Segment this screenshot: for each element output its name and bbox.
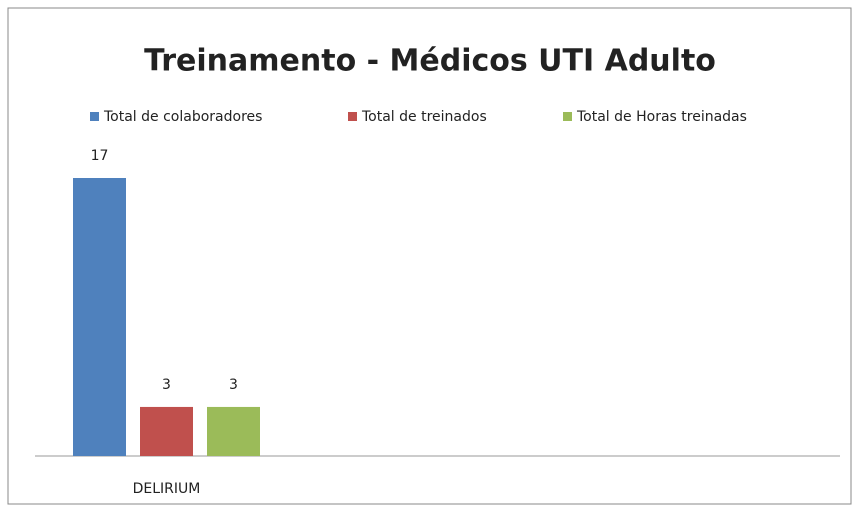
data-label: 3 (229, 377, 238, 393)
x-tick-label: DELIRIUM (133, 481, 201, 497)
legend-label: Total de Horas treinadas (576, 109, 747, 125)
chart-title: Treinamento - Médicos UTI Adulto (144, 44, 716, 79)
bar (207, 406, 260, 456)
legend-label: Total de colaboradores (103, 109, 262, 125)
data-label: 3 (162, 377, 171, 393)
legend-swatch (563, 112, 572, 121)
data-label: 17 (91, 148, 109, 164)
legend-swatch (90, 112, 99, 121)
legend-label: Total de treinados (361, 109, 487, 125)
chart-border (7, 7, 852, 505)
legend-swatch (348, 112, 357, 121)
bar (140, 406, 193, 456)
bar (73, 178, 126, 456)
